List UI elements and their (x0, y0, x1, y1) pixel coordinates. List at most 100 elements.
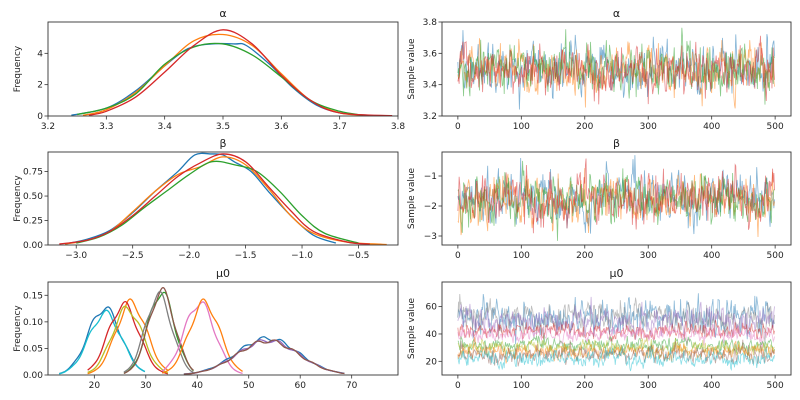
trace-line (457, 296, 775, 340)
x-tick-label: 100 (513, 251, 530, 261)
plot-area (71, 29, 393, 116)
y-tick-label: 0.00 (23, 371, 43, 381)
trace-line (457, 158, 775, 234)
x-tick-label: 3.5 (216, 122, 230, 132)
x-tick-label: −0.5 (348, 251, 370, 261)
y-axis-label: Frequency (13, 175, 23, 222)
trace-line (457, 339, 775, 367)
y-tick-label: 0.50 (23, 192, 43, 202)
density-line (76, 160, 359, 244)
plot-area (59, 152, 387, 245)
y-tick-label: 4 (37, 49, 43, 59)
x-tick-label: 3.2 (41, 122, 55, 132)
y-tick-label: 3.2 (423, 112, 437, 122)
x-tick-label: 100 (513, 381, 530, 391)
x-tick-label: 400 (703, 251, 720, 261)
x-tick-label: 300 (640, 122, 657, 132)
panel-title: β (613, 137, 620, 150)
y-axis-label: Sample value (407, 167, 417, 229)
x-tick-label: 500 (767, 381, 784, 391)
panel-title: μ0 (216, 267, 230, 280)
x-tick-label: 3.3 (99, 122, 113, 132)
y-tick-label: 3.8 (423, 18, 438, 28)
y-tick-label: 2 (37, 81, 43, 91)
y-tick-label: 60 (426, 303, 438, 313)
plot-area (457, 155, 775, 241)
x-tick-label: −2.0 (178, 251, 200, 261)
y-tick-label: 3.6 (423, 49, 438, 59)
x-tick-label: 40 (192, 381, 204, 391)
y-axis-label: Sample value (407, 38, 417, 100)
axes-frame (441, 281, 792, 376)
y-tick-label: −1 (424, 172, 437, 182)
x-tick-label: 70 (346, 381, 358, 391)
axes-frame (441, 151, 792, 246)
y-tick-label: 20 (426, 357, 438, 367)
x-tick-label: 3.4 (158, 122, 173, 132)
trace-line (457, 320, 775, 349)
panel-5: μ0 Frequency 20 30 40 50 60 70 0.00 0.05 0.10 0.15 (13, 267, 399, 391)
density-line (161, 301, 243, 375)
density-line (87, 305, 169, 374)
plot-area (457, 27, 775, 110)
trace-line (457, 35, 775, 105)
y-tick-label: −3 (424, 232, 437, 242)
y-axis-label: Sample value (407, 297, 417, 359)
density-line (87, 300, 169, 375)
x-tick-label: −3.0 (65, 251, 87, 261)
x-tick-label: 400 (703, 381, 720, 391)
x-tick-label: 3.6 (274, 122, 289, 132)
trace-line (457, 160, 775, 241)
x-tick-label: 0 (455, 122, 461, 132)
density-line (87, 298, 169, 375)
plot-area (457, 293, 775, 372)
axes-frame (47, 281, 399, 376)
x-tick-label: 20 (89, 381, 101, 391)
y-tick-label: 40 (426, 330, 438, 340)
panel-title: α (219, 7, 226, 20)
x-tick-label: 30 (140, 381, 152, 391)
density-line (123, 286, 194, 374)
axes-frame (441, 21, 792, 117)
panel-6: μ0 Sample value 0 100 200 300 400 500 20 40 60 (407, 267, 792, 391)
x-tick-label: 3.7 (333, 122, 347, 132)
x-tick-label: −2.5 (122, 251, 144, 261)
y-tick-label: 0.00 (23, 241, 43, 251)
density-line (123, 290, 194, 373)
x-tick-label: 400 (703, 122, 720, 132)
y-tick-label: 0.15 (23, 291, 43, 301)
density-line (59, 153, 370, 245)
x-tick-label: −1.5 (235, 251, 257, 261)
x-tick-label: 500 (767, 122, 784, 132)
y-axis-label: Frequency (13, 45, 23, 92)
x-tick-label: 300 (640, 381, 657, 391)
axes-frame (47, 151, 399, 246)
axes-frame (47, 21, 399, 117)
x-tick-label: 50 (243, 381, 255, 391)
x-tick-label: 200 (576, 251, 593, 261)
y-tick-label: −2 (424, 202, 437, 212)
density-line (71, 42, 369, 116)
density-line (162, 298, 243, 374)
panel-title: β (219, 137, 226, 150)
x-tick-label: 3.8 (391, 122, 406, 132)
plot-area (59, 286, 345, 375)
panel-3: β Frequency −3.0 −2.5 −2.0 −1.5 −1.0 −0.5 0.00 0.… (13, 137, 399, 261)
x-tick-label: 200 (576, 381, 593, 391)
panel-2: α Sample value 0 100 200 300 400 500 3.2 3.4 3.6 3.… (407, 7, 792, 132)
density-line (88, 29, 393, 116)
x-tick-label: 0 (455, 381, 461, 391)
density-line (59, 309, 146, 375)
density-line (183, 339, 345, 375)
y-axis-label: Frequency (13, 305, 23, 352)
y-tick-label: 0.75 (23, 168, 43, 178)
y-tick-label: 0.05 (23, 344, 43, 354)
x-tick-label: 300 (640, 251, 657, 261)
trace-line (457, 30, 775, 110)
y-tick-label: 0.10 (23, 318, 43, 328)
y-tick-label: 0.25 (23, 217, 43, 227)
density-line (77, 42, 364, 116)
y-tick-label: 0 (37, 112, 43, 122)
trace-line (457, 345, 775, 372)
